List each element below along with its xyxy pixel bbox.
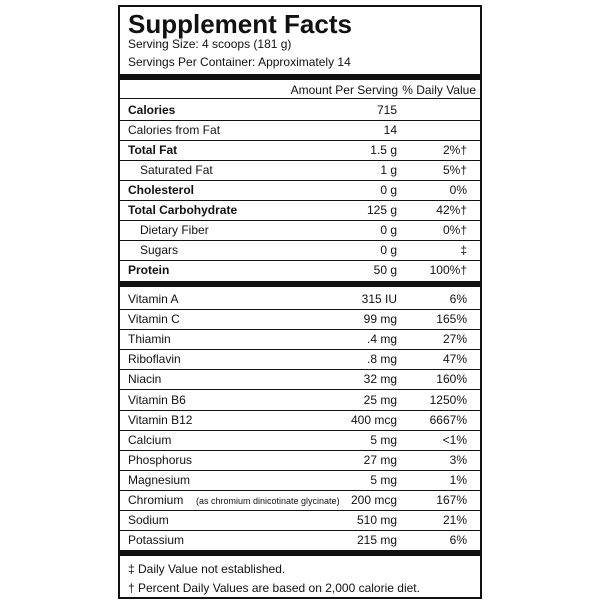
daily-value: 1250% — [429, 392, 467, 407]
rule — [120, 220, 480, 221]
nutrient-name: Calories from Fat — [128, 123, 221, 137]
daily-value: 1% — [449, 472, 467, 487]
rule — [120, 200, 480, 201]
footnote: ‡ Daily Value not established. — [128, 562, 286, 576]
rule — [120, 489, 480, 491]
nutrient-name: Potassium — [128, 533, 185, 548]
nutrient-name: Chromium — [128, 493, 184, 507]
nutrient-name: Protein — [128, 263, 170, 277]
daily-value: 3% — [449, 452, 467, 467]
nutrient-name: Vitamin A — [128, 292, 179, 306]
amount: 715 — [376, 103, 397, 117]
nutrient-name: Magnesium — [128, 472, 191, 487]
amount: 200 mcg — [350, 493, 397, 507]
rule — [120, 510, 480, 511]
amount: 0 g — [380, 243, 397, 257]
rule — [120, 429, 480, 431]
daily-value: 167% — [436, 493, 467, 507]
nutrient-name: Total Carbohydrate — [128, 203, 238, 217]
amount: 32 mg — [363, 372, 397, 387]
amount: 0 g — [380, 223, 397, 237]
serving-size: Serving Size: 4 scoops (181 g) — [128, 37, 292, 51]
rule — [120, 140, 480, 141]
title: Supplement Facts — [128, 9, 352, 39]
daily-value: 0% — [449, 183, 467, 197]
daily-value: 100%† — [429, 263, 467, 277]
amount: .4 mg — [366, 332, 397, 347]
daily-value: 0%† — [442, 223, 467, 237]
nutrient-note: (as chromium dinicotinate glycinate) — [196, 496, 340, 506]
nutrient-name: Cholesterol — [128, 183, 195, 197]
daily-value: 6% — [449, 533, 467, 548]
rule — [120, 160, 480, 161]
supplement-facts-panel: Supplement Facts Serving Size: 4 scoops … — [118, 5, 482, 599]
rule — [120, 469, 480, 471]
servings-per-container: Servings Per Container: Approximately 14 — [128, 55, 351, 69]
nutrient-name: Sugars — [140, 243, 179, 257]
amount: 0 g — [380, 183, 397, 197]
rule — [120, 120, 480, 121]
nutrient-name: Saturated Fat — [140, 163, 213, 177]
nutrient-name: Calcium — [128, 432, 172, 447]
rule — [120, 329, 480, 331]
amount: 99 mg — [363, 312, 397, 327]
daily-value: 160% — [436, 372, 467, 387]
amount-header: Amount Per Serving — [290, 83, 398, 97]
amount: 125 g — [366, 203, 397, 217]
rule — [120, 449, 480, 451]
nutrient-name: Thiamin — [128, 332, 171, 347]
amount: 1.5 g — [370, 143, 397, 157]
amount: 1 g — [380, 163, 397, 177]
rule — [120, 369, 480, 371]
daily-value: 2%† — [442, 143, 467, 157]
daily-value: 5%† — [442, 163, 467, 177]
rule — [120, 180, 480, 181]
rule — [120, 98, 480, 99]
footnote: † Percent Daily Values are based on 2,00… — [128, 581, 420, 595]
amount: 5 mg — [370, 432, 397, 447]
amount: 50 g — [373, 263, 397, 277]
rule — [120, 409, 480, 411]
daily-value: 47% — [442, 352, 467, 367]
nutrient-name: Vitamin B6 — [128, 392, 186, 407]
daily-value: 27% — [442, 332, 467, 347]
daily-value: ‡ — [460, 243, 467, 257]
nutrient-name: Calories — [128, 103, 176, 117]
rule — [120, 240, 480, 241]
rule — [120, 550, 480, 556]
daily-value: 42%† — [436, 203, 467, 217]
amount: 510 mg — [356, 513, 397, 528]
amount: 215 mg — [356, 533, 397, 548]
rule — [120, 530, 480, 532]
rule — [120, 281, 480, 287]
nutrient-name: Niacin — [128, 372, 162, 387]
daily-value: 21% — [442, 513, 467, 528]
nutrient-name: Phosphorus — [128, 452, 193, 467]
rule — [120, 260, 480, 261]
nutrient-name: Dietary Fiber — [140, 223, 209, 237]
daily-value: <1% — [442, 432, 467, 447]
rule — [120, 74, 480, 80]
nutrient-name: Vitamin B12 — [128, 412, 193, 427]
amount: 14 — [383, 123, 397, 137]
daily-value: 6% — [449, 292, 467, 306]
daily-value: 165% — [436, 312, 467, 327]
amount: 315 IU — [361, 292, 397, 306]
amount: .8 mg — [366, 352, 397, 367]
nutrient-name: Total Fat — [128, 143, 178, 157]
amount: 5 mg — [370, 472, 397, 487]
nutrient-name: Riboflavin — [128, 352, 181, 367]
nutrient-name: Sodium — [128, 513, 169, 528]
daily-value: 6667% — [429, 412, 467, 427]
rule — [120, 349, 480, 351]
rule — [120, 309, 480, 310]
rule — [120, 389, 480, 391]
dv-header: % Daily Value — [402, 83, 476, 97]
nutrient-name: Vitamin C — [128, 312, 180, 327]
amount: 25 mg — [363, 392, 397, 407]
amount: 400 mcg — [350, 412, 397, 427]
amount: 27 mg — [363, 452, 397, 467]
